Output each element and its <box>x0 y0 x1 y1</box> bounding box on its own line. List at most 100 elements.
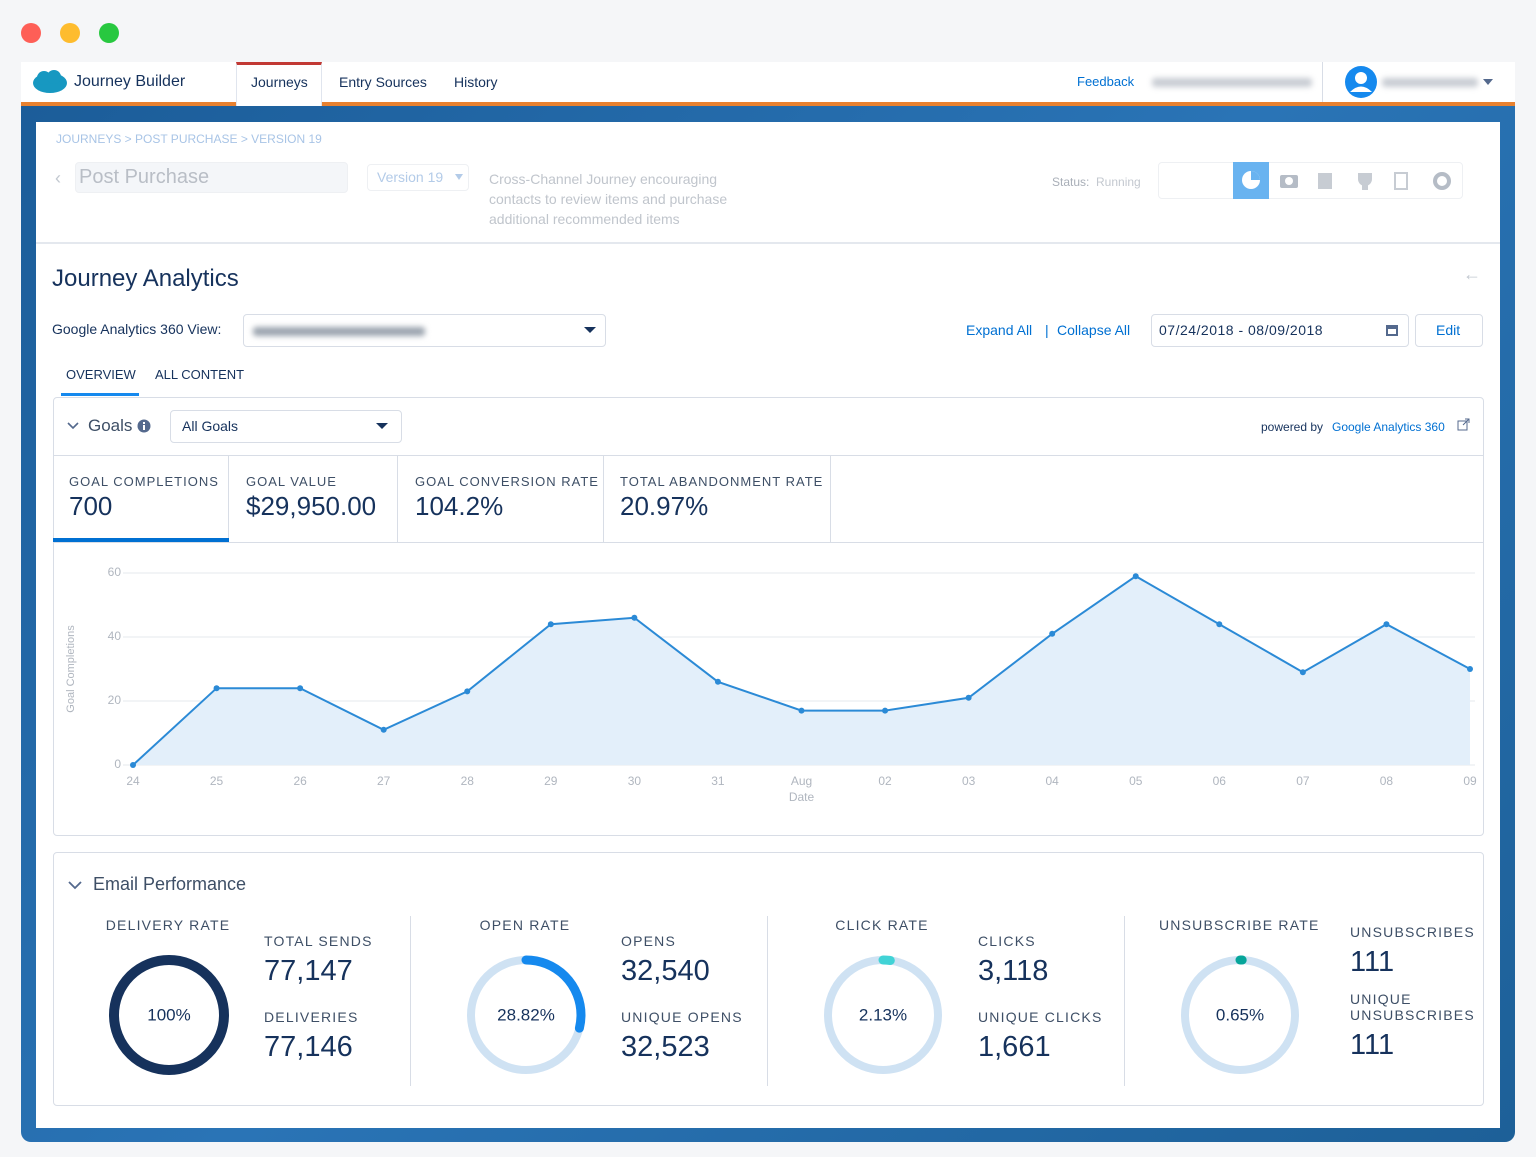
x-tick-label: 28 <box>461 774 475 788</box>
point <box>1049 630 1056 637</box>
info-icon[interactable] <box>137 419 151 433</box>
metric-label: DELIVERIES <box>264 1009 359 1025</box>
goals-chevron[interactable] <box>66 420 80 432</box>
collapse-all[interactable]: Collapse All <box>1057 322 1131 338</box>
metric-column: CLICKS 3,118 UNIQUE CLICKS 1,661 <box>978 933 1108 1064</box>
goals-title: Goals <box>88 416 133 435</box>
metric-label: CLICKS <box>978 933 1036 949</box>
x-tick-label: 29 <box>544 774 558 788</box>
y-tick-label: 0 <box>114 757 121 771</box>
metric-label: TOTAL SENDS <box>264 933 373 949</box>
email-chevron[interactable] <box>67 878 83 892</box>
nav-tab[interactable]: Entry Sources <box>339 74 427 90</box>
calendar-icon[interactable] <box>1385 323 1399 337</box>
kpi-label: GOAL CONVERSION RATE <box>415 474 599 489</box>
description: Cross-Channel Journey encouraging contac… <box>489 171 728 227</box>
x-tick-label: 03 <box>962 774 976 788</box>
user-menu-caret[interactable] <box>1483 79 1493 85</box>
close-button[interactable] <box>21 23 41 43</box>
donut-label: 0.65% <box>1216 1005 1264 1024</box>
edit-button[interactable] <box>1415 314 1483 347</box>
kpi-value: 700 <box>69 491 113 521</box>
feedback-link[interactable]: Feedback <box>1077 74 1135 89</box>
user-name <box>1382 78 1478 87</box>
point <box>1216 621 1223 628</box>
kpi-divider <box>53 542 1484 543</box>
tab-overview[interactable]: OVERVIEW <box>66 367 136 382</box>
metric-column: UNSUBSCRIBES 111 UNIQUE UNSUBSCRIBES 111 <box>1350 924 1480 1062</box>
version: Version 19 <box>377 169 444 185</box>
nav-tab[interactable]: Journeys <box>251 74 308 90</box>
point <box>297 685 304 692</box>
donut-arc <box>466 955 586 1075</box>
x-axis-title: Date <box>789 790 815 804</box>
divider <box>1322 62 1323 102</box>
x-tick-label: 08 <box>1380 774 1394 788</box>
point <box>1132 573 1139 580</box>
journey-name-input[interactable] <box>75 162 348 193</box>
group-divider <box>1124 916 1125 1086</box>
x-tick-label: 06 <box>1213 774 1227 788</box>
active-tab[interactable] <box>236 62 322 106</box>
nav-tab[interactable]: History <box>454 74 498 90</box>
view-label: Google Analytics 360 View: <box>52 321 222 337</box>
metric-column: TOTAL SENDS 77,147 DELIVERIES 77,146 <box>264 933 394 1064</box>
collapse-arrow[interactable]: ← <box>1463 264 1481 284</box>
point <box>1467 666 1473 672</box>
tab-all-content[interactable]: ALL CONTENT <box>155 367 245 382</box>
rate-title: OPEN RATE <box>479 917 571 933</box>
kpi-divider <box>603 456 604 542</box>
status-label: Status: <box>1052 175 1090 189</box>
minimize-button[interactable] <box>60 23 80 43</box>
donut: 100% <box>109 955 229 1075</box>
metric-value: 77,147 <box>264 955 353 987</box>
x-tick-label: 04 <box>1046 774 1060 788</box>
avatar[interactable] <box>1344 65 1378 99</box>
version-caret <box>455 174 463 180</box>
separator: | <box>1045 322 1049 338</box>
x-tick-label: 25 <box>210 774 224 788</box>
expand-all[interactable]: Expand All <box>966 322 1033 338</box>
metric-value: 3,118 <box>978 955 1049 987</box>
kpi-value: 20.97% <box>620 491 709 521</box>
donut-arc <box>109 955 229 1075</box>
rate-title: DELIVERY RATE <box>105 917 231 933</box>
app-title: Journey Builder <box>74 73 186 90</box>
kpi-label: GOAL VALUE <box>246 474 337 489</box>
donut: 2.13% <box>823 955 943 1075</box>
metric-value: 1,661 <box>978 1031 1051 1063</box>
point <box>714 678 721 685</box>
point <box>380 726 387 733</box>
version-select[interactable] <box>367 164 469 191</box>
metric-value: 111 <box>1350 946 1395 978</box>
point <box>798 707 805 714</box>
header-divider <box>36 242 1500 244</box>
x-tick-label: 09 <box>1463 774 1477 788</box>
metric-label: UNIQUE OPENS <box>621 1009 743 1025</box>
date-input[interactable] <box>1151 314 1409 347</box>
goals-select-value: All Goals <box>182 418 239 434</box>
back-arrow[interactable]: ‹ <box>55 168 61 188</box>
powered-link[interactable]: Google Analytics 360 <box>1332 420 1445 434</box>
area <box>133 576 1470 765</box>
maximize-button[interactable] <box>99 23 119 43</box>
metric-value: 32,523 <box>621 1031 710 1063</box>
goals-select[interactable] <box>170 410 402 443</box>
breadcrumb[interactable]: JOURNEYS > POST PURCHASE > VERSION 19 <box>56 132 322 146</box>
goals-divider <box>53 455 1484 456</box>
status: Running <box>1096 175 1141 189</box>
metric-label: UNSUBSCRIBES <box>1350 924 1475 940</box>
goals-caret <box>376 423 388 429</box>
rate-title: UNSUBSCRIBE RATE <box>1159 917 1320 933</box>
external-icon <box>1457 418 1470 431</box>
y-tick-label: 40 <box>108 629 122 643</box>
view-caret <box>584 327 596 333</box>
view-value <box>253 327 425 336</box>
analytics-title: Journey Analytics <box>52 265 239 292</box>
point <box>631 614 638 621</box>
toolbar-icons[interactable] <box>1278 170 1468 192</box>
journey-name: Post Purchase <box>79 166 210 188</box>
donut-label: 100% <box>147 1005 190 1024</box>
date-range: 07/24/2018 - 08/09/2018 <box>1159 322 1324 338</box>
kpi-divider <box>397 456 398 542</box>
